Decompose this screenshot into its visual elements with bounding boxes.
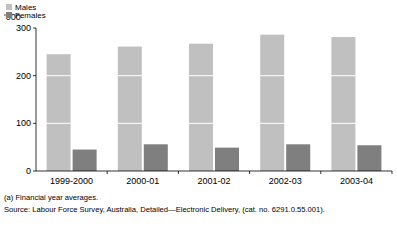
category-label: 2002-03 <box>269 176 302 186</box>
tick-label: 100 <box>16 118 31 128</box>
bar <box>286 144 310 171</box>
tick-label: 0 <box>26 166 31 176</box>
tick-label: 200 <box>16 71 31 81</box>
x-tick <box>320 171 321 174</box>
legend-label: Females <box>15 11 46 20</box>
legend-swatch <box>6 4 12 10</box>
x-tick <box>249 171 250 174</box>
x-tick <box>178 171 179 174</box>
bar <box>215 148 239 171</box>
bar <box>73 150 97 171</box>
annotation: (a) Financial year averages. <box>4 193 98 202</box>
annotation: Source: Labour Force Survey, Australia, … <box>4 205 325 214</box>
category-label: 2003-04 <box>340 176 373 186</box>
bar <box>144 144 168 171</box>
bar <box>331 37 355 171</box>
category-label: 2001-02 <box>197 176 230 186</box>
tick <box>33 75 36 76</box>
bar <box>47 54 71 171</box>
x-tick <box>392 171 393 174</box>
x-tick <box>107 171 108 174</box>
bar <box>118 47 142 171</box>
tick <box>33 123 36 124</box>
bar <box>260 35 284 171</box>
grid-line <box>36 75 392 76</box>
x-axis <box>36 171 392 172</box>
tick <box>33 171 36 172</box>
tick <box>33 28 36 29</box>
category-label: 1999-2000 <box>50 176 93 186</box>
y-axis <box>36 28 37 171</box>
category-label: 2000-01 <box>126 176 159 186</box>
grid-line <box>36 28 392 29</box>
tick-label: 300 <box>16 23 31 33</box>
bars <box>47 35 382 171</box>
grid-line <box>36 123 392 124</box>
bar <box>189 44 213 171</box>
legend-swatch <box>6 12 12 18</box>
bar <box>357 145 381 171</box>
